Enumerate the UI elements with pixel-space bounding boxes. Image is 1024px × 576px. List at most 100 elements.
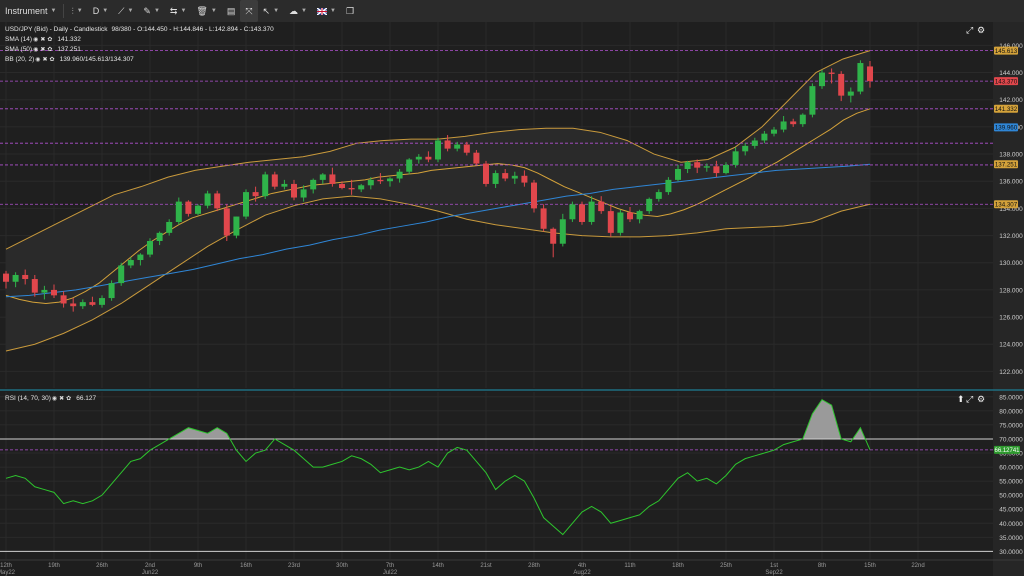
rsi-tick-label: 40.0000 [999, 521, 1023, 528]
time-tick-label: 25th [720, 563, 732, 569]
candles-icon[interactable]: ⫶ ▼ [71, 5, 83, 16]
legend-instrument-name: USD/JPY (Bid) - Daily - Candlestick [5, 26, 108, 33]
expand-icon[interactable]: ⤢ [966, 25, 974, 35]
candle-body [502, 173, 509, 179]
candle [867, 61, 873, 88]
candle-body [732, 151, 739, 165]
candle-body [214, 193, 221, 209]
candle-body [665, 179, 672, 193]
candle [511, 171, 518, 184]
legend-rsi: RSI (14, 70, 30) ◉ ✖ ✿ 66.127 [5, 395, 96, 402]
candle-body [329, 174, 336, 184]
candle-body [550, 228, 557, 244]
candle-body [291, 183, 297, 198]
legend-ohlc: 98/380 - O:144.450 - H:144.846 - L:142.8… [111, 26, 274, 33]
candle [684, 160, 691, 174]
measure-icon[interactable]: ⇆ ▼ [169, 5, 187, 16]
candle-body [684, 162, 691, 169]
layout-icon[interactable]: ▤ [226, 5, 236, 16]
candle [435, 137, 441, 163]
candle [713, 160, 720, 178]
chevron-down-icon: ▼ [180, 8, 187, 14]
candle [175, 197, 182, 225]
move-up-icon[interactable]: ⬆ [957, 394, 965, 404]
close-icon[interactable]: ✖ [42, 57, 48, 63]
legend-rsi-label: RSI (14, 70, 30) [5, 395, 51, 402]
candle-body [588, 201, 595, 222]
candle [415, 154, 422, 164]
candle-body [127, 260, 134, 266]
candle [89, 296, 96, 307]
expand-icon[interactable]: ⤢ [966, 394, 974, 404]
candle [588, 196, 595, 225]
candle [838, 71, 845, 102]
candle [761, 130, 768, 144]
candle-body [60, 295, 67, 304]
eye-icon[interactable]: ◉ [35, 57, 41, 63]
time-tick-label: 23rd [288, 563, 300, 569]
settings-icon[interactable]: ⚙ [977, 394, 986, 404]
candle-body [243, 192, 249, 217]
candle-body [771, 129, 777, 134]
timeframe-menu[interactable]: D ▼ [88, 0, 113, 22]
timeframe-label: D [92, 6, 100, 16]
instrument-menu[interactable]: Instrument ▼ [0, 0, 61, 22]
chart-canvas[interactable]: 146.000144.000142.000140.000138.000136.0… [0, 22, 1024, 576]
trash-icon[interactable]: 🗑 ▼ [196, 5, 217, 16]
candle [627, 207, 633, 222]
eye-icon[interactable]: ◉ [33, 37, 39, 43]
rsi-line [5, 398, 871, 536]
close-icon[interactable]: ✖ [40, 37, 46, 43]
time-month-label: Jul22 [383, 570, 398, 576]
rsi-tick-label: 65.0000 [999, 451, 1023, 458]
flag-uk-icon[interactable]: ▼ [312, 0, 341, 22]
candle-body [271, 174, 278, 187]
brush-icon[interactable]: ✎ ▼ [143, 5, 160, 16]
candle-body [175, 201, 182, 222]
rsi-tick-label: 50.0000 [999, 493, 1023, 500]
candle [646, 197, 653, 214]
candle [262, 171, 269, 199]
candle [118, 262, 125, 286]
candle [550, 227, 557, 258]
gear-icon[interactable]: ✿ [47, 47, 53, 53]
gear-icon[interactable]: ✿ [66, 396, 72, 402]
price-axis-panel [993, 22, 1024, 576]
price-tick-label: 128.000 [999, 287, 1023, 294]
candle [819, 69, 825, 89]
close-icon[interactable]: ✖ [59, 396, 65, 402]
candle [291, 179, 297, 201]
gear-icon[interactable]: ✿ [47, 37, 53, 43]
draw-line-icon[interactable]: ⟋ ▼ [118, 5, 134, 16]
time-tick-label: 14th [432, 563, 444, 569]
cursor-icon[interactable]: ↖ ▼ [262, 5, 280, 16]
alert-icon[interactable]: ☁ ▼ [289, 5, 307, 16]
candle-body [598, 201, 605, 212]
eye-icon[interactable]: ◉ [51, 396, 58, 402]
time-month-label: Jun22 [142, 570, 159, 576]
window-icon[interactable]: ❐ [345, 5, 355, 16]
candle [502, 169, 509, 182]
time-tick-label: 11th [624, 563, 635, 569]
time-tick-label: 26th [96, 563, 108, 569]
candle [137, 253, 144, 266]
rsi-tag [994, 445, 1020, 454]
close-icon[interactable]: ✖ [40, 47, 46, 53]
candle [828, 68, 835, 84]
candle-body [300, 189, 307, 198]
eye-icon[interactable]: ◉ [33, 47, 39, 53]
gear-icon[interactable]: ✿ [49, 57, 55, 63]
candle [463, 141, 470, 156]
settings-icon[interactable]: ⚙ [977, 25, 986, 35]
candle [70, 298, 77, 312]
candle [99, 295, 105, 308]
candle-body [233, 216, 240, 236]
candle-body [838, 73, 845, 96]
candle-body [761, 133, 768, 141]
fullscreen-icon[interactable]: ⤧ [240, 0, 258, 22]
candle-body [79, 302, 86, 307]
candle-body [809, 86, 816, 115]
candle [396, 169, 403, 183]
candle [732, 147, 739, 168]
time-tick-label: 16th [240, 563, 252, 569]
